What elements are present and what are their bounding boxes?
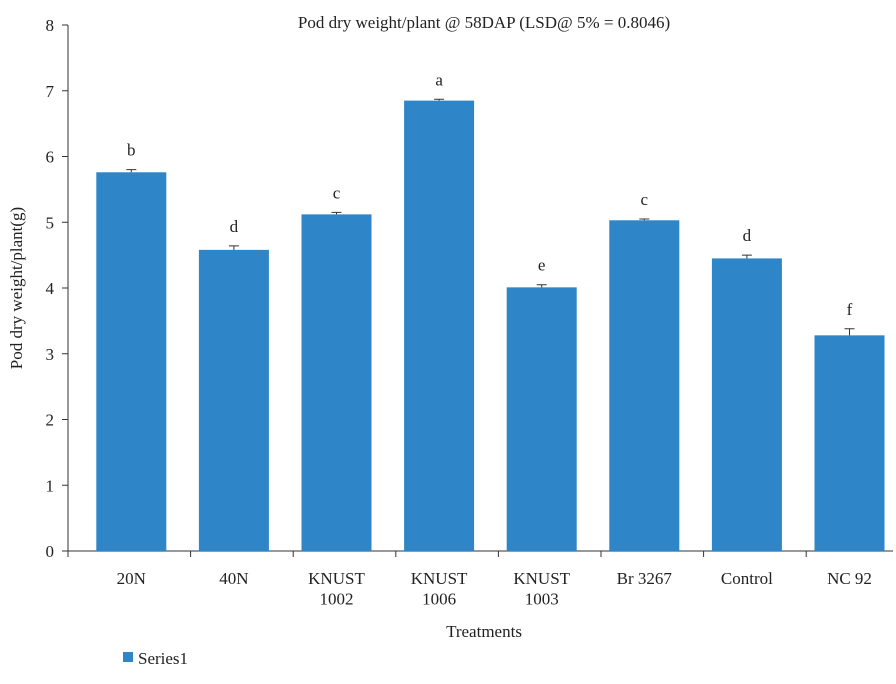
annotation: d — [743, 226, 752, 245]
bar — [96, 172, 167, 551]
legend-swatch — [123, 652, 133, 662]
x-tick-label: Control — [721, 569, 773, 588]
chart-title: Pod dry weight/plant @ 58DAP (LSD@ 5% = … — [298, 13, 670, 32]
x-tick-label: KNUST 1006 — [411, 569, 468, 608]
bar — [609, 220, 680, 551]
x-tick-label: KNUST 1002 — [308, 569, 365, 608]
annotation: d — [230, 217, 239, 236]
error-bar — [331, 211, 342, 215]
x-tick-label: 20N — [117, 569, 146, 588]
annotation: e — [538, 256, 546, 275]
x-tick-label: Br 3267 — [617, 569, 673, 588]
y-tick-label: 8 — [46, 16, 55, 35]
bar — [711, 258, 782, 551]
y-axis-label: Pod dry weight/plant(g) — [7, 207, 26, 369]
x-axis-label: Treatments — [446, 622, 522, 641]
annotation: f — [847, 300, 853, 319]
error-bar — [126, 169, 137, 173]
y-tick-label: 7 — [46, 82, 55, 101]
error-bar — [741, 254, 752, 259]
y-tick-label: 5 — [46, 213, 55, 232]
error-bar — [844, 328, 855, 336]
annotation: c — [333, 183, 341, 202]
y-tick-label: 4 — [46, 279, 55, 298]
bar — [506, 287, 577, 551]
y-tick-label: 2 — [46, 411, 55, 430]
bar — [404, 100, 475, 552]
x-tick-label: NC 92 — [827, 569, 872, 588]
annotation: b — [127, 141, 136, 160]
error-bar — [434, 98, 445, 101]
error-bar — [639, 218, 650, 221]
annotation: c — [641, 190, 649, 209]
bar — [814, 335, 885, 551]
x-tick-label: 40N — [219, 569, 248, 588]
error-bar — [228, 245, 239, 250]
legend-label: Series1 — [138, 649, 188, 668]
y-tick-label: 6 — [46, 148, 55, 167]
bar — [301, 214, 372, 552]
y-tick-label: 3 — [46, 345, 55, 364]
annotation: a — [435, 70, 443, 89]
bar — [198, 249, 269, 552]
error-bar — [536, 284, 547, 288]
x-tick-label: KNUST 1003 — [513, 569, 570, 608]
y-tick-label: 0 — [46, 542, 55, 561]
y-tick-label: 1 — [46, 476, 55, 495]
